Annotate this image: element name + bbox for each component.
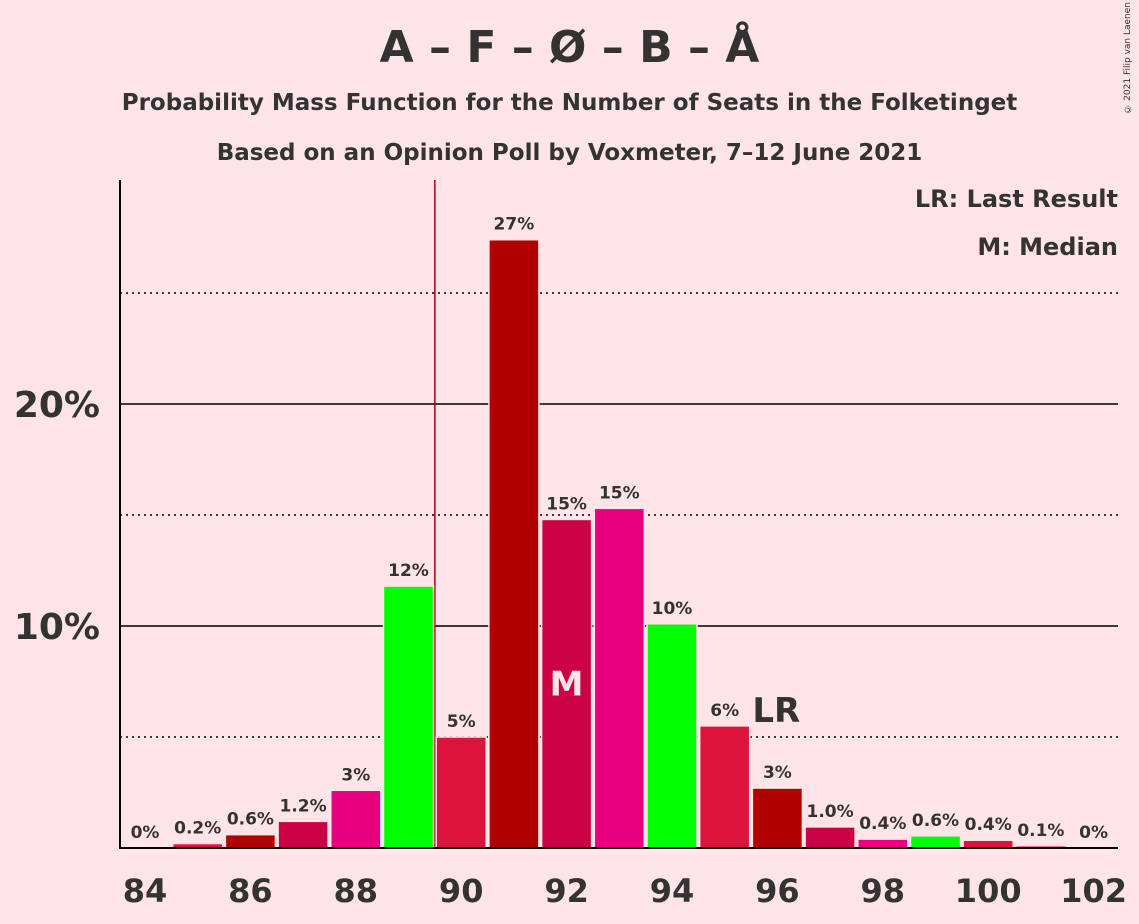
x-tick-label: 102 — [1060, 872, 1127, 910]
x-tick-label: 96 — [755, 872, 800, 910]
legend-last-result: LR: Last Result — [914, 185, 1118, 213]
bar-value-label: 6% — [710, 701, 739, 721]
bar — [804, 826, 856, 849]
y-tick-label: 10% — [14, 607, 100, 648]
chart-subtitle-poll: Based on an Opinion Poll by Voxmeter, 7–… — [216, 140, 923, 166]
bar — [435, 736, 487, 849]
x-tick-label: 94 — [650, 872, 695, 910]
bar-value-label: 0% — [131, 823, 160, 843]
x-tick-label: 100 — [955, 872, 1022, 910]
bar — [646, 623, 698, 849]
chart-title: A – F – Ø – B – Å — [379, 22, 760, 73]
bar-value-label: 10% — [652, 599, 693, 619]
x-tick-label: 98 — [861, 872, 906, 910]
bar — [593, 507, 646, 849]
bar — [330, 789, 382, 849]
bar — [277, 820, 329, 849]
bar — [857, 838, 909, 849]
bar-value-label: 3% — [763, 763, 792, 783]
last-result-marker: LR — [752, 691, 800, 731]
bar — [751, 787, 804, 849]
x-tick-label: 84 — [123, 872, 168, 910]
bar — [540, 518, 593, 849]
chart-subtitle: Probability Mass Function for the Number… — [121, 90, 1018, 116]
bar-value-label: 0.1% — [1017, 821, 1064, 841]
x-tick-label: 90 — [439, 872, 484, 910]
bar-value-label: 0.6% — [912, 811, 959, 831]
bar-value-label: 0% — [1079, 823, 1108, 843]
bar — [962, 839, 1014, 849]
bar-value-label: 0.4% — [859, 814, 906, 834]
legend-median: M: Median — [977, 233, 1118, 261]
median-marker: M — [550, 665, 584, 705]
y-tick-label: 20% — [14, 385, 100, 426]
bar-value-label: 1.0% — [807, 802, 854, 822]
bar-value-label: 1.2% — [280, 796, 327, 816]
bar — [488, 238, 540, 849]
bar-value-label: 27% — [494, 215, 535, 235]
bar — [698, 725, 751, 849]
bar — [224, 833, 277, 849]
bar-value-label: 0.4% — [965, 815, 1012, 835]
bar-value-label: 12% — [388, 561, 429, 581]
x-tick-label: 86 — [228, 872, 273, 910]
bar — [909, 835, 962, 849]
bar-value-label: 15% — [546, 494, 587, 514]
bar-value-label: 0.2% — [174, 819, 221, 839]
x-tick-label: 92 — [544, 872, 589, 910]
bar-value-label: 3% — [341, 765, 370, 785]
bar — [382, 585, 435, 849]
bar-value-label: 5% — [447, 712, 476, 732]
bar-value-label: 0.6% — [227, 810, 274, 830]
bar-value-label: 15% — [599, 483, 640, 503]
x-tick-label: 88 — [334, 872, 379, 910]
